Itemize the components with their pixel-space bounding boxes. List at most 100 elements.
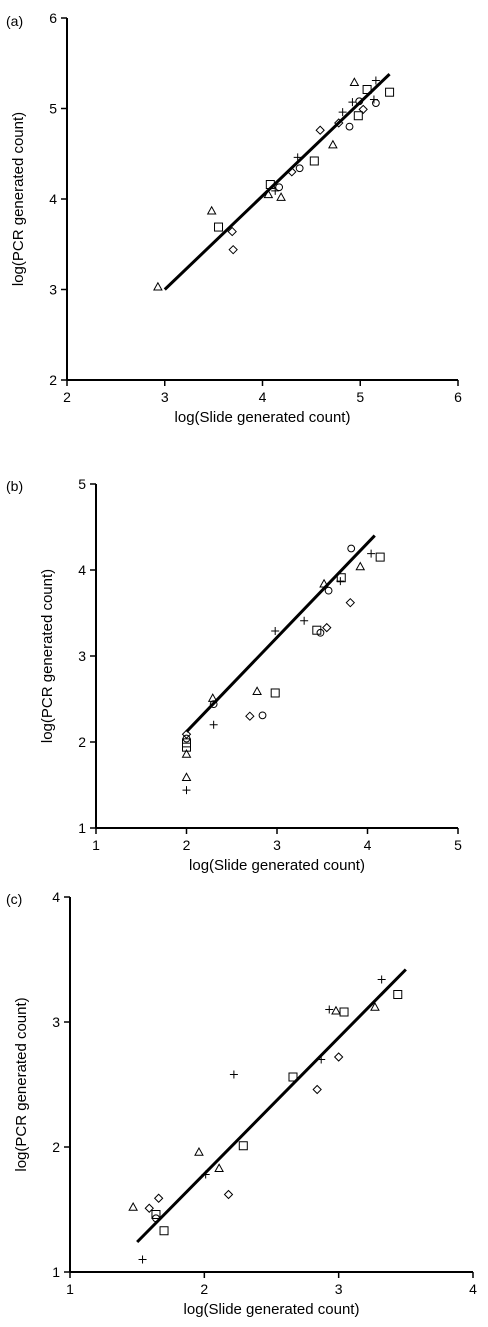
x-tick-label: 3	[335, 1281, 343, 1297]
plus-marker	[367, 549, 376, 558]
circle-marker	[345, 122, 354, 131]
triangle-marker	[153, 281, 163, 291]
y-axis-label: log(PCR generated count)	[39, 569, 56, 743]
circle-marker	[258, 711, 267, 720]
triangle-marker	[355, 561, 366, 571]
y-tick-label: 1	[78, 820, 86, 836]
plus-marker	[293, 153, 302, 162]
regression-line	[185, 534, 376, 733]
square-marker	[159, 1226, 169, 1236]
diamond-marker	[334, 118, 344, 128]
x-tick-label: 2	[200, 1281, 208, 1297]
plus-marker	[182, 786, 191, 795]
y-tick-label: 3	[49, 282, 57, 298]
plus-marker	[377, 975, 386, 984]
panel-label: (c)	[6, 891, 22, 907]
circle-marker	[355, 97, 364, 106]
circle-marker	[182, 734, 191, 743]
triangle-marker	[194, 1146, 204, 1156]
regression-line	[163, 73, 391, 291]
y-tick-label: 1	[52, 1264, 60, 1280]
plus-marker	[209, 720, 218, 729]
triangle-marker	[252, 686, 262, 695]
diamond-marker	[245, 711, 255, 721]
triangle-marker	[276, 192, 286, 201]
y-tick-label: 5	[78, 476, 86, 492]
diamond-marker	[227, 226, 237, 237]
plus-marker	[348, 98, 357, 107]
diamond-marker	[223, 1189, 234, 1200]
x-tick-label: 5	[356, 389, 364, 405]
circle-marker	[152, 1214, 160, 1223]
circle-marker	[316, 628, 325, 637]
panel-label: (b)	[6, 478, 23, 494]
triangle-marker	[328, 139, 338, 149]
triangle-marker	[128, 1201, 138, 1211]
y-tick-label: 2	[52, 1139, 60, 1155]
diamond-marker	[322, 622, 332, 633]
diamond-marker	[333, 1052, 344, 1062]
circle-marker	[275, 183, 284, 192]
circle-marker	[324, 586, 333, 595]
square-marker	[385, 87, 395, 97]
x-tick-label: 1	[66, 1281, 74, 1297]
regression-line	[136, 968, 407, 1244]
chart-panel-a: 2 3 4 5 6 2 3 4 5 6 log(Slide generated count) log(…	[6, 10, 462, 426]
square-marker	[393, 990, 403, 999]
x-tick-label: 3	[273, 837, 281, 853]
y-tick-label: 4	[49, 191, 57, 207]
square-marker	[362, 84, 372, 94]
diamond-marker	[228, 244, 238, 255]
triangle-marker	[214, 1163, 224, 1172]
diamond-marker	[144, 1203, 154, 1213]
y-tick-label: 2	[49, 372, 57, 388]
circle-marker	[209, 700, 218, 709]
x-tick-label: 1	[92, 837, 100, 853]
diamond-marker	[287, 167, 297, 177]
plus-marker	[271, 186, 280, 195]
diamond-marker	[181, 729, 192, 739]
circle-marker	[295, 164, 304, 173]
plus-marker	[138, 1255, 147, 1264]
square-marker	[151, 1210, 161, 1219]
square-marker	[309, 156, 319, 166]
plus-marker	[300, 616, 309, 625]
y-tick-label: 4	[78, 562, 86, 578]
x-axis-label: log(Slide generated count)	[184, 1301, 360, 1318]
triangle-marker	[206, 205, 217, 215]
x-tick-label: 6	[454, 389, 462, 405]
square-marker	[339, 1007, 349, 1017]
plus-marker	[229, 1070, 238, 1079]
x-tick-label: 2	[63, 389, 71, 405]
triangle-marker	[370, 1001, 380, 1011]
square-marker	[353, 111, 363, 121]
x-axis-label: log(Slide generated count)	[189, 857, 365, 874]
chart-panel-c: 1 2 3 4 1 2 3 4 log(Slide generated count) log(PC…	[6, 889, 477, 1318]
plus-marker	[369, 95, 378, 104]
square-marker	[238, 1141, 248, 1151]
plus-marker	[271, 627, 280, 636]
triangle-marker	[181, 772, 192, 781]
diamond-marker	[315, 125, 325, 135]
diamond-marker	[312, 1084, 322, 1095]
x-tick-label: 4	[259, 389, 267, 405]
triangle-marker	[263, 189, 274, 199]
square-marker	[375, 552, 385, 562]
diamond-marker	[153, 1193, 164, 1203]
diamond-marker	[345, 597, 356, 608]
y-tick-label: 3	[78, 648, 86, 664]
square-marker	[336, 573, 346, 583]
y-tick-label: 5	[49, 101, 57, 117]
y-axis-label: log(PCR generated count)	[10, 112, 27, 286]
chart-panel-b: 1 2 3 4 5 1 2 3 4 5 log(Slide generated count) log(…	[6, 476, 462, 874]
plus-marker	[201, 1170, 210, 1179]
x-tick-label: 4	[364, 837, 372, 853]
circle-marker	[347, 544, 356, 553]
y-tick-label: 6	[49, 10, 57, 26]
x-tick-label: 2	[183, 837, 191, 853]
square-marker	[288, 1072, 298, 1082]
plus-marker	[336, 577, 345, 586]
y-tick-label: 3	[52, 1014, 60, 1030]
y-tick-label: 2	[78, 734, 86, 750]
